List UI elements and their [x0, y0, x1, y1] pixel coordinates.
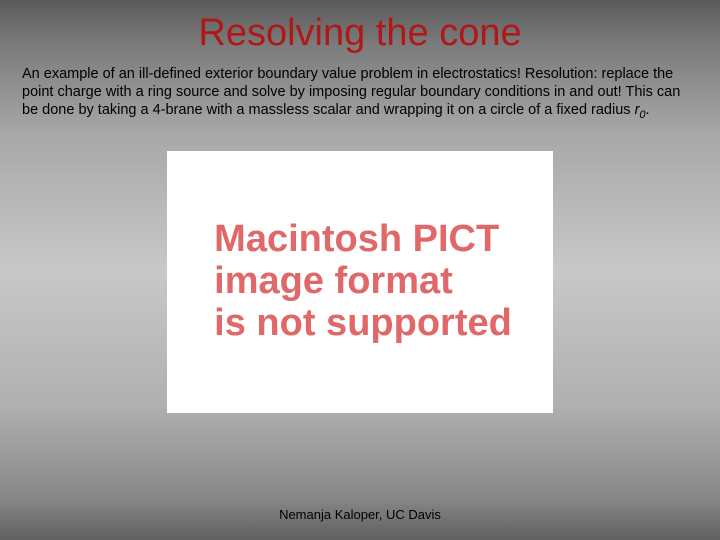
image-placeholder-text: Macintosh PICT image format is not suppo…: [208, 219, 512, 344]
slide-title: Resolving the cone: [0, 0, 720, 65]
slide-footer: Nemanja Kaloper, UC Davis: [0, 507, 720, 522]
slide-body-paragraph: An example of an ill-defined exterior bo…: [0, 65, 720, 123]
placeholder-line-1: Macintosh PICT: [214, 218, 499, 260]
placeholder-line-2: image format: [214, 260, 453, 302]
image-placeholder-box: Macintosh PICT image format is not suppo…: [167, 151, 553, 413]
placeholder-line-3: is not supported: [214, 302, 512, 344]
